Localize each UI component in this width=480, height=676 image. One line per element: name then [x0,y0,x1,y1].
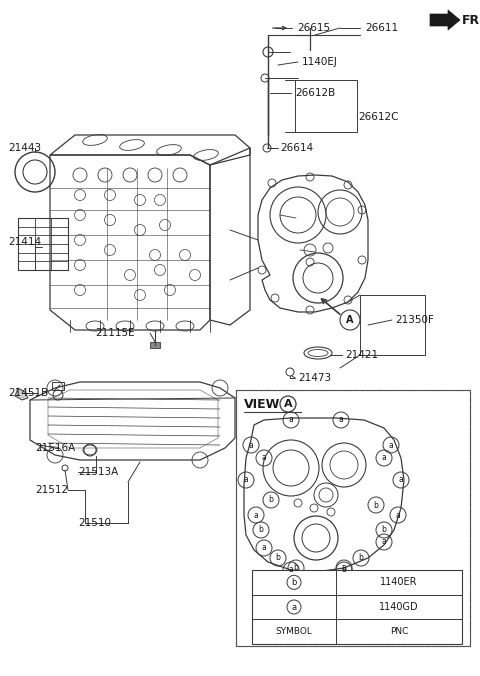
Text: 21513A: 21513A [78,467,118,477]
Bar [236,390,470,646]
Text: a: a [262,544,266,552]
Text: SYMBOL: SYMBOL [276,627,312,636]
Text: 21350F: 21350F [395,315,434,325]
Text: 21510: 21510 [78,518,111,528]
Bar [252,570,462,644]
Text: b: b [276,554,280,562]
Text: 26615: 26615 [297,23,330,33]
Bar [52,382,64,390]
Text: a: a [398,475,403,485]
Text: b: b [382,525,386,535]
Text: 21414: 21414 [8,237,41,247]
Bar [236,390,470,646]
Text: 21516A: 21516A [35,443,75,453]
Text: a: a [291,602,297,612]
Bar [18,218,68,270]
Text: b: b [294,564,299,573]
Text: 1140EJ: 1140EJ [302,57,338,67]
Text: b: b [259,525,264,535]
Text: a: a [382,454,386,462]
Text: a: a [396,510,400,519]
Text: PNC: PNC [390,627,408,636]
Text: a: a [253,510,258,519]
Text: A: A [284,399,292,409]
Text: a: a [389,441,394,450]
Text: FR.: FR. [462,14,480,26]
Bar [150,342,160,348]
Bar [295,80,357,132]
Text: 1140GD: 1140GD [379,602,419,612]
Text: a: a [262,454,266,462]
Text: 21115E: 21115E [95,328,134,338]
Text: b: b [269,496,274,504]
Text: a: a [288,566,293,575]
Text: a: a [382,537,386,546]
Text: 21473: 21473 [298,373,331,383]
Text: 1140ER: 1140ER [380,577,418,587]
Text: b: b [373,500,378,510]
Text: a: a [288,416,293,425]
Text: 21512: 21512 [35,485,68,495]
Text: 26611: 26611 [365,23,398,33]
Text: 26614: 26614 [280,143,313,153]
Bar [360,295,425,355]
Text: A: A [346,315,354,325]
Text: 21443: 21443 [8,143,41,153]
Text: a: a [338,416,343,425]
Text: b: b [342,566,347,575]
Text: 26612C: 26612C [358,112,398,122]
Text: 21421: 21421 [345,350,378,360]
Text: 21451B: 21451B [8,388,48,398]
Text: b: b [291,578,297,587]
Polygon shape [430,10,460,30]
Polygon shape [15,388,28,400]
Text: VIEW: VIEW [244,397,280,410]
Text: 26612B: 26612B [295,88,335,98]
Text: a: a [249,441,253,450]
Text: a: a [342,564,347,573]
Text: b: b [359,554,363,562]
Text: a: a [244,475,248,485]
